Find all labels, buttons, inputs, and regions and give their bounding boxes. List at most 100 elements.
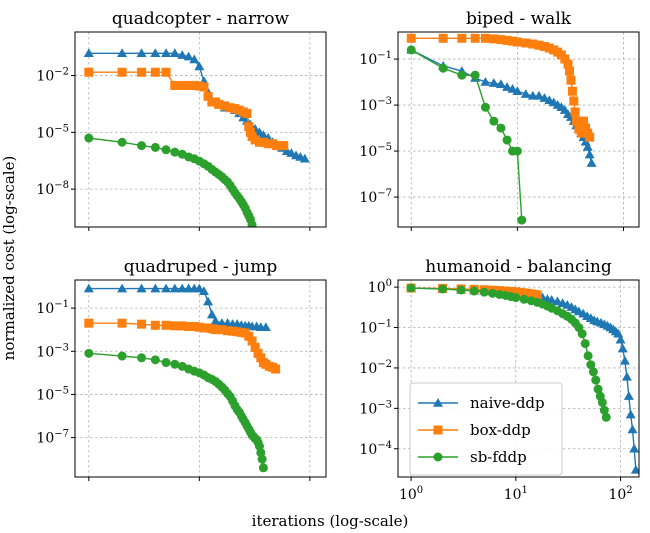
data-point-naive-ddp	[630, 464, 639, 474]
axes-frame	[397, 279, 640, 478]
data-point-sb-fddp	[84, 348, 94, 358]
data-point-naive-ddp	[169, 48, 180, 58]
data-point-naive-ddp	[161, 48, 172, 58]
data-point-box-ddp	[137, 319, 147, 329]
data-point-sb-fddp	[583, 351, 593, 361]
data-point-box-ddp	[576, 128, 586, 138]
data-point-sb-fddp	[519, 294, 529, 304]
y-tick-label: 10−5	[36, 123, 69, 141]
data-point-sb-fddp	[593, 384, 603, 394]
data-point-sb-fddp	[588, 367, 598, 377]
data-point-box-ddp	[480, 33, 490, 43]
y-tick-label: 10−5	[359, 142, 392, 160]
data-point-box-ddp	[161, 67, 171, 77]
data-point-naive-ddp	[488, 78, 499, 87]
data-point-box-ddp	[571, 116, 581, 126]
y-tick-label: 10−4	[359, 440, 392, 458]
data-point-box-ddp	[170, 80, 180, 90]
data-point-box-ddp	[560, 54, 570, 64]
data-point-box-ddp	[570, 107, 580, 117]
y-tick-label: 10−3	[359, 399, 392, 417]
data-point-sb-fddp	[170, 147, 180, 157]
axes-frame	[74, 279, 327, 478]
data-point-naive-ddp	[617, 343, 628, 353]
data-point-box-ddp	[184, 80, 194, 90]
data-point-box-ddp	[189, 80, 199, 90]
data-point-box-ddp	[223, 326, 233, 336]
plot-area	[83, 283, 281, 473]
data-point-naive-ddp	[260, 322, 271, 331]
data-point-naive-ddp	[619, 355, 630, 365]
data-point-sb-fddp	[586, 360, 596, 370]
data-point-box-ddp	[258, 137, 268, 147]
data-point-sb-fddp	[117, 351, 127, 361]
y-tick-label: 10−2	[36, 67, 69, 85]
data-point-naive-ddp	[194, 61, 205, 71]
data-point-box-ddp	[220, 101, 230, 111]
data-point-sb-fddp	[599, 405, 609, 415]
data-point-box-ddp	[170, 321, 180, 331]
legend-box	[409, 382, 563, 476]
data-point-naive-ddp	[621, 371, 632, 381]
data-point-naive-ddp	[623, 391, 634, 400]
data-point-box-ddp	[217, 325, 227, 335]
data-point-sb-fddp	[469, 286, 479, 296]
y-tick-label: 10−5	[36, 385, 69, 403]
data-point-sb-fddp	[488, 288, 498, 298]
data-point-box-ddp	[210, 325, 220, 335]
y-tick-label: 10−2	[359, 359, 392, 377]
axes-frame	[397, 31, 640, 228]
data-point-naive-ddp	[189, 54, 200, 64]
y-tick-label: 10−1	[359, 50, 392, 68]
data-point-box-ddp	[194, 81, 204, 91]
data-point-sb-fddp	[257, 454, 267, 464]
data-point-naive-ddp	[520, 89, 531, 98]
data-point-box-ddp	[565, 66, 575, 76]
legend-label-naive-ddp: naive-ddp	[470, 394, 545, 412]
data-point-box-ddp	[489, 34, 499, 44]
data-point-sb-fddp	[137, 141, 147, 151]
y-tick-label: 10−3	[359, 96, 392, 114]
subplot-title: biped - walk	[466, 9, 572, 29]
data-point-sb-fddp	[502, 135, 512, 145]
data-point-naive-ddp	[534, 90, 545, 100]
data-point-naive-ddp	[117, 48, 128, 58]
data-point-box-ddp	[457, 33, 467, 43]
data-point-sb-fddp	[457, 70, 467, 80]
data-point-naive-ddp	[136, 283, 147, 293]
data-point-box-ddp	[184, 322, 194, 332]
data-point-naive-ddp	[615, 334, 626, 344]
data-point-box-ddp	[256, 353, 266, 363]
data-point-box-ddp	[247, 336, 257, 346]
data-point-box-ddp	[84, 67, 94, 77]
data-point-naive-ddp	[480, 77, 491, 86]
y-tick-label: 10−7	[359, 188, 392, 206]
data-point-naive-ddp	[150, 283, 161, 293]
data-point-box-ddp	[244, 122, 254, 132]
data-point-box-ddp	[563, 59, 573, 69]
data-point-naive-ddp	[198, 286, 209, 296]
data-point-naive-ddp	[136, 48, 147, 58]
data-point-box-ddp	[512, 37, 522, 47]
data-point-box-ddp	[569, 96, 579, 106]
y-tick-label: 10−8	[36, 180, 69, 198]
data-point-sb-fddp	[438, 284, 448, 294]
subplot-3: 10−7 10−5 10−3 10−1 quadruped - jump	[36, 257, 327, 481]
data-point-sb-fddp	[150, 142, 160, 152]
y-axis-label: normalized cost (log-scale)	[0, 156, 18, 361]
data-point-naive-ddp	[83, 48, 94, 58]
data-point-sb-fddp	[406, 283, 416, 293]
data-point-naive-ddp	[206, 309, 217, 319]
data-point-sb-fddp	[496, 123, 506, 133]
data-point-box-ddp	[506, 286, 516, 296]
data-point-naive-ddp	[210, 316, 221, 325]
data-point-box-ddp	[579, 116, 589, 126]
data-point-sb-fddp	[480, 102, 490, 112]
data-point-box-ddp	[271, 364, 281, 374]
data-point-naive-ddp	[83, 283, 94, 293]
data-point-box-ddp	[137, 67, 147, 77]
legend-marker-box-ddp	[433, 425, 443, 435]
data-point-box-ddp	[581, 123, 591, 133]
data-point-sb-fddp	[137, 353, 147, 363]
